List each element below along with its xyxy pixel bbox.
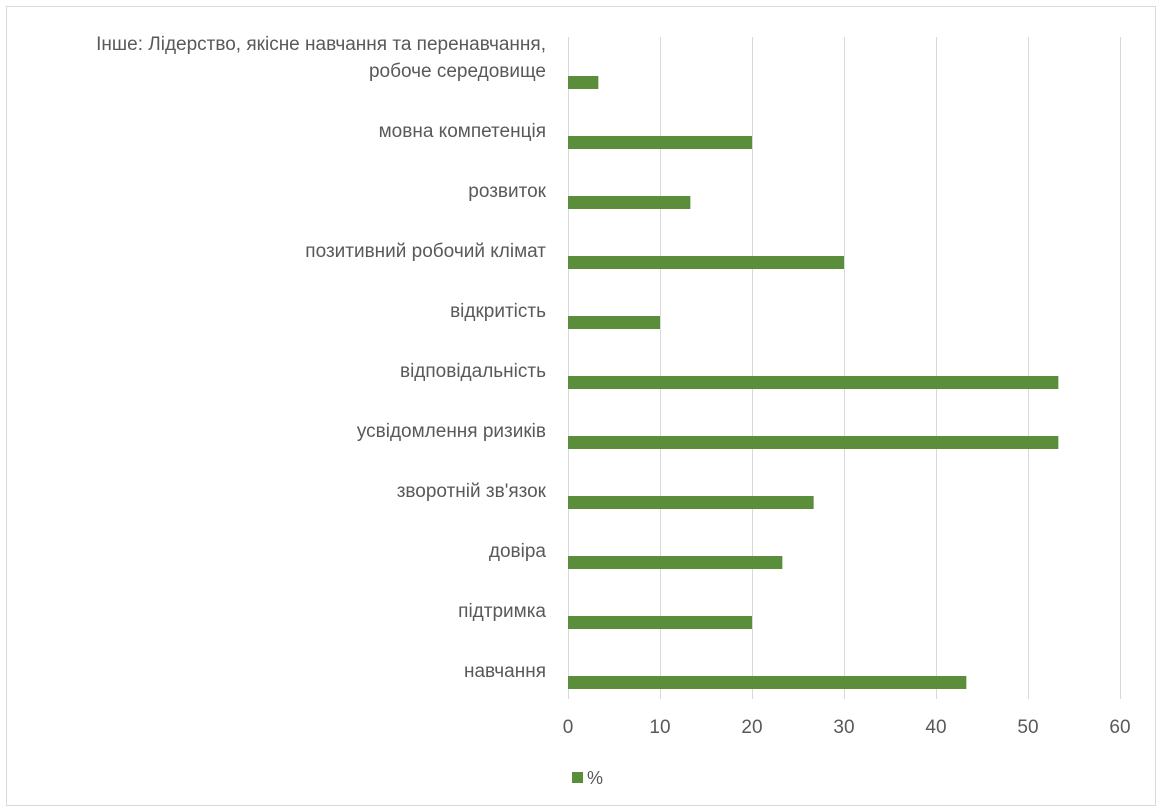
bar	[568, 676, 967, 689]
category-label: зворотній зв'язок	[397, 481, 547, 502]
category-label: навчання	[464, 661, 546, 682]
category-label: відкритість	[450, 301, 546, 322]
category-label: усвідомлення ризиків	[357, 421, 546, 442]
bar	[568, 616, 752, 629]
bar	[568, 376, 1059, 389]
x-tick-label: 10	[649, 717, 670, 738]
category-label: мовна компетенція	[379, 121, 546, 142]
x-tick-label: 50	[1017, 717, 1038, 738]
category-label: розвиток	[468, 181, 546, 202]
category-labels: навчання підтримка довіра зворотній зв'язок…	[96, 34, 547, 682]
bar-chart: навчання підтримка довіра зворотній зв'язок…	[96, 34, 1131, 788]
bar	[568, 196, 691, 209]
bar	[568, 76, 599, 89]
category-label: робоче середовище	[369, 61, 546, 82]
bar	[568, 136, 752, 149]
category-label: довіра	[489, 541, 547, 562]
x-tick-label: 40	[925, 717, 946, 738]
legend-swatch	[572, 772, 583, 783]
x-tick-label: 20	[741, 717, 762, 738]
legend: %	[572, 768, 603, 788]
category-label: підтримка	[458, 601, 546, 622]
x-tick-label: 0	[563, 717, 574, 738]
legend-label: %	[587, 768, 603, 788]
bars	[568, 76, 1059, 689]
category-label: позитивний робочий клімат	[305, 241, 546, 262]
bar	[568, 316, 660, 329]
bar	[568, 556, 783, 569]
bar	[568, 436, 1059, 449]
x-tick-label: 60	[1109, 717, 1130, 738]
bar	[568, 496, 814, 509]
category-label: відповідальність	[400, 361, 546, 382]
x-tick-label: 30	[833, 717, 854, 738]
bar	[568, 256, 844, 269]
category-label: Інше: Лідерство, якісне навчання та пере…	[96, 34, 546, 55]
chart-frame: навчання підтримка довіра зворотній зв'язок…	[6, 6, 1156, 806]
x-tick-labels: 0 10 20 30 40 50 60	[563, 717, 1131, 738]
